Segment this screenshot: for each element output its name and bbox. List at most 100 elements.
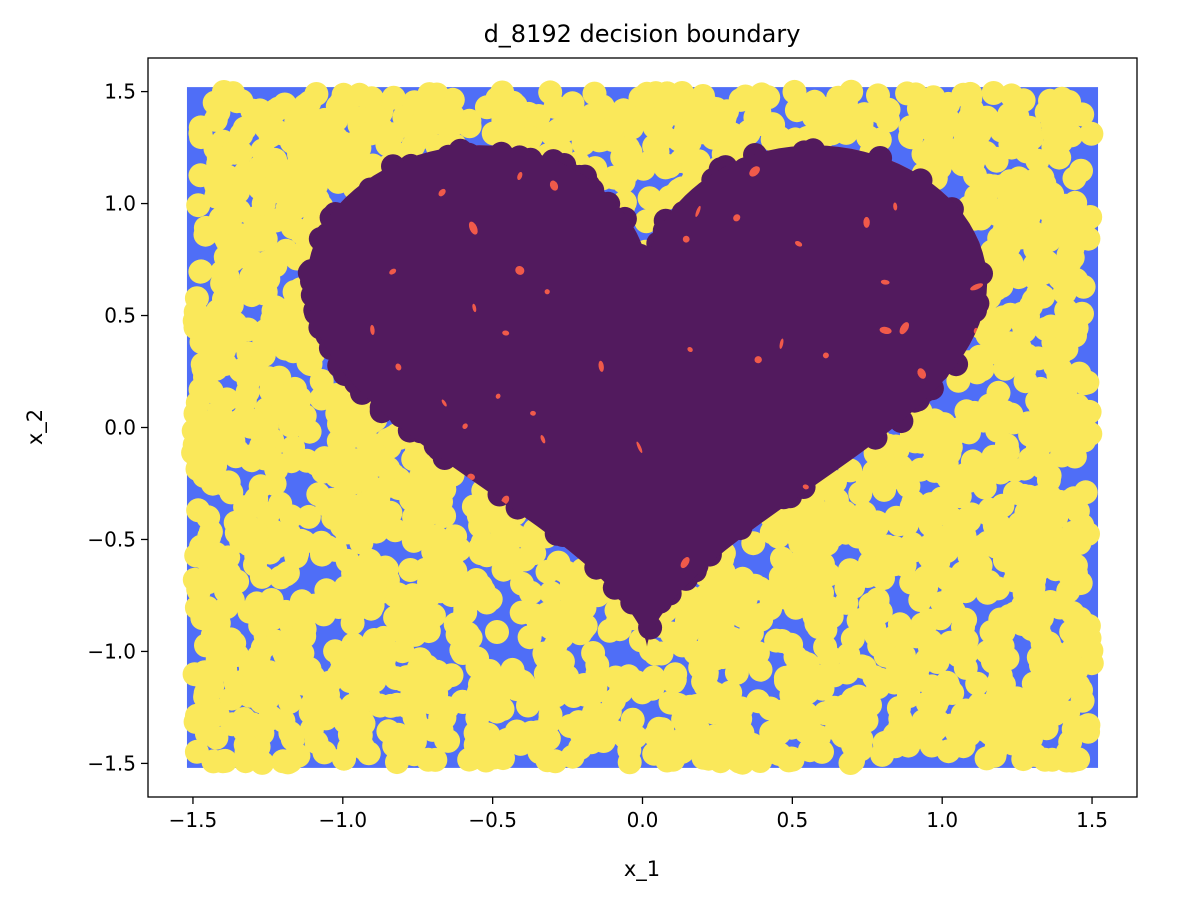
point-class-0: [951, 82, 976, 107]
point-class-0: [804, 611, 829, 636]
point-class-0: [922, 449, 947, 474]
heart-gap: [970, 283, 984, 291]
point-class-0: [233, 732, 258, 757]
point-class-0: [290, 671, 315, 696]
point-class-0: [186, 193, 211, 218]
point-class-0: [1037, 227, 1062, 252]
point-class-0: [910, 612, 935, 637]
y-axis-label: x_2: [23, 409, 48, 445]
point-class-0: [329, 658, 354, 683]
point-class-0: [560, 744, 585, 769]
point-class-0: [467, 536, 492, 561]
point-class-0: [836, 115, 861, 140]
point-class-0: [796, 517, 821, 542]
point-class-0: [408, 511, 433, 536]
heart-gap: [530, 410, 536, 416]
heart-gap: [389, 268, 397, 275]
point-class-0: [1009, 516, 1033, 541]
heart-gap: [917, 368, 927, 379]
point-class-0: [966, 564, 991, 589]
point-class-0: [1038, 88, 1062, 113]
point-class-0: [268, 491, 293, 516]
point-class-0: [694, 595, 719, 620]
point-class-0: [229, 140, 254, 165]
point-class-0: [841, 748, 865, 773]
point-class-0: [1048, 194, 1073, 219]
y-tick-label: −1.5: [87, 751, 136, 775]
point-class-0: [251, 277, 276, 302]
point-class-0: [926, 709, 951, 734]
point-class-0: [730, 566, 755, 591]
point-class-0: [972, 475, 997, 500]
point-class-0: [734, 603, 759, 628]
point-class-0: [259, 446, 283, 471]
point-class-0: [562, 102, 587, 127]
x-axis-label: x_1: [624, 857, 660, 882]
point-class-0: [232, 169, 257, 194]
point-class-0: [399, 487, 424, 512]
point-class-0: [358, 121, 383, 146]
point-class-0: [955, 640, 979, 665]
point-class-0: [710, 613, 735, 638]
heart-gap: [502, 330, 510, 336]
point-class-0: [286, 743, 311, 768]
point-class-0: [674, 118, 698, 143]
point-class-0: [783, 595, 808, 620]
point-class-0: [919, 733, 944, 758]
point-class-0: [696, 746, 721, 771]
point-class-0: [356, 561, 380, 586]
point-class-0: [188, 307, 213, 332]
heart-gap: [687, 346, 693, 353]
point-class-0: [1047, 145, 1072, 170]
point-class-0: [219, 293, 244, 317]
point-class-0: [1010, 612, 1035, 637]
point-class-0: [558, 714, 583, 738]
point-class-0: [417, 583, 442, 608]
point-class-0: [186, 577, 211, 602]
point-class-0: [445, 622, 470, 647]
point-class-0: [518, 126, 543, 151]
point-class-0: [982, 513, 1007, 538]
point-class-0: [469, 494, 494, 519]
point-class-0: [345, 448, 370, 473]
point-class-0: [711, 645, 735, 670]
point-class-0: [691, 84, 715, 108]
point-class-0: [220, 588, 245, 613]
point-class-0: [236, 369, 261, 394]
point-class-0: [983, 739, 1008, 764]
point-class-0: [215, 264, 240, 289]
heart-gap: [370, 324, 375, 335]
point-class-0: [1053, 317, 1078, 341]
point-class-0: [206, 611, 231, 636]
point-class-0: [570, 617, 595, 642]
point-class-0: [304, 173, 329, 198]
point-class-0: [583, 675, 608, 700]
point-class-0: [875, 534, 900, 559]
point-class-0: [197, 524, 222, 549]
point-class-0: [1071, 403, 1096, 428]
point-class-0: [224, 441, 249, 466]
point-class-0: [463, 721, 488, 746]
point-class-0: [227, 198, 252, 223]
point-class-0: [268, 328, 293, 353]
point-class-0: [940, 424, 965, 449]
point-class-0: [222, 631, 247, 656]
point-class-0: [420, 87, 445, 112]
point-class-0: [263, 208, 288, 233]
point-class-0: [632, 102, 657, 127]
point-class-0: [278, 689, 302, 714]
point-class-0: [813, 701, 838, 726]
point-class-0: [538, 709, 563, 733]
point-class-0: [254, 115, 279, 140]
point-class-0: [260, 606, 285, 631]
point-class-0: [1057, 90, 1082, 114]
point-class-0: [238, 515, 263, 540]
point-class-0: [756, 85, 781, 110]
point-class-0: [546, 672, 571, 696]
point-class-0: [457, 581, 481, 606]
point-class-0: [914, 648, 939, 672]
x-tick-label: −0.5: [468, 808, 517, 832]
point-class-0: [960, 449, 985, 474]
points-class-0: [181, 79, 1104, 775]
point-class-0: [359, 432, 384, 457]
